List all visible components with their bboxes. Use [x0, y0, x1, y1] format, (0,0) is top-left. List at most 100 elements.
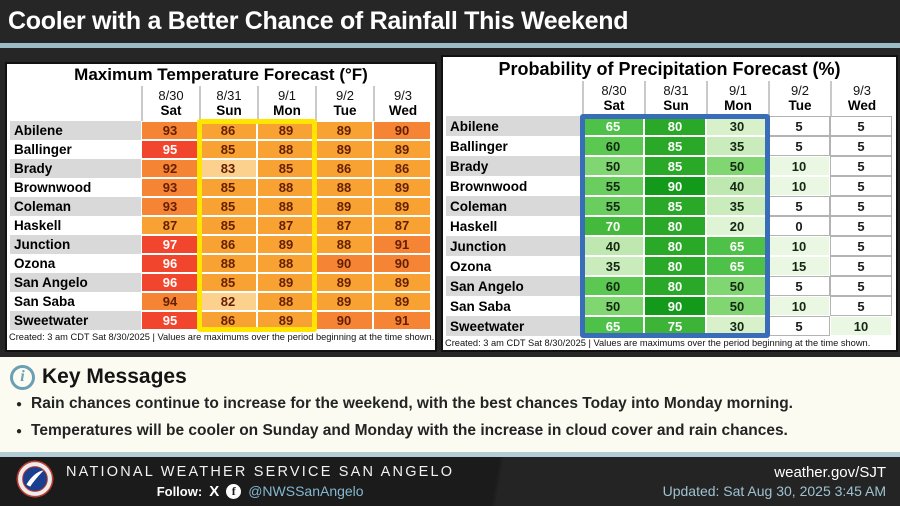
key-message-item: ● Rain chances continue to increase for … [16, 395, 890, 415]
row-label: Ozona [10, 254, 141, 273]
table-cell: 50 [706, 156, 768, 176]
header-day: Mon [724, 98, 752, 113]
key-messages-list: ● Rain chances continue to increase for … [16, 395, 890, 442]
row-label: Abilene [10, 121, 141, 140]
footer-left: NATIONAL WEATHER SERVICE SAN ANGELO Foll… [16, 460, 454, 503]
table-cell: 85 [257, 159, 315, 178]
key-message-item: ● Temperatures will be cooler on Sunday … [16, 422, 890, 442]
title-bar: Cooler with a Better Chance of Rainfall … [0, 0, 900, 43]
header-spacer [10, 86, 141, 121]
row-label: Brownwood [10, 178, 141, 197]
table-cell: 10 [768, 156, 830, 176]
table-cell: 55 [582, 176, 644, 196]
table-cell: 80 [644, 256, 706, 276]
x-twitter-icon: X [209, 482, 220, 500]
table-cell: 87 [141, 216, 199, 235]
row-label: San Saba [10, 292, 141, 311]
table-row: Junction 40 80 65 10 5 [446, 236, 896, 256]
row-label: Brady [446, 156, 582, 176]
table-cell: 85 [199, 273, 257, 292]
table-cell: 75 [644, 316, 706, 336]
table-cell: 96 [141, 273, 199, 292]
header-spacer [446, 81, 582, 116]
table-cell: 89 [315, 197, 373, 216]
table-cell: 88 [315, 235, 373, 254]
table-cell: 10 [768, 176, 830, 196]
table-cell: 89 [315, 292, 373, 311]
table-cell: 87 [257, 216, 315, 235]
table-cell: 35 [706, 136, 768, 156]
table-cell: 93 [141, 178, 199, 197]
table-cell: 83 [199, 159, 257, 178]
table-cell: 80 [644, 236, 706, 256]
table-cell: 93 [141, 121, 199, 140]
table-cell: 89 [257, 121, 315, 140]
row-label: Ballinger [10, 140, 141, 159]
table-cell: 70 [582, 216, 644, 236]
table-cell: 5 [830, 256, 892, 276]
table-cell: 91 [373, 235, 431, 254]
footer-bar: NATIONAL WEATHER SERVICE SAN ANGELO Foll… [0, 457, 900, 506]
social-handle: @NWSSanAngelo [248, 483, 364, 499]
table-cell: 5 [768, 136, 830, 156]
row-label: Brady [10, 159, 141, 178]
row-label: Brownwood [446, 176, 582, 196]
table-cell: 90 [644, 296, 706, 316]
table-row: Ballinger 60 85 35 5 5 [446, 136, 896, 156]
key-message-text: Temperatures will be cooler on Sunday an… [31, 422, 788, 439]
table-cell: 86 [199, 311, 257, 330]
header-date: 8/30 [601, 83, 627, 98]
table-cell: 65 [706, 256, 768, 276]
table-cell: 89 [257, 311, 315, 330]
forecast-tables-region: Maximum Temperature Forecast (°F) 8/30 Sa… [0, 48, 900, 357]
table-cell: 85 [644, 156, 706, 176]
table-cell: 5 [830, 196, 892, 216]
table-cell: 86 [199, 235, 257, 254]
table-cell: 88 [257, 140, 315, 159]
table-cell: 5 [768, 316, 830, 336]
header-date: 8/31 [663, 83, 689, 98]
header-day: Tue [333, 103, 357, 118]
bullet-icon: ● [16, 399, 23, 410]
header-day: Wed [388, 103, 418, 118]
pop-table-body: Abilene 65 80 30 5 5 Ballinger 60 85 35 5 5 Brady 50 8… [446, 116, 896, 336]
table-cell: 90 [373, 121, 431, 140]
table-cell: 55 [582, 196, 644, 216]
table-cell: 5 [830, 276, 892, 296]
table-cell: 87 [315, 216, 373, 235]
table-cell: 5 [768, 196, 830, 216]
table-cell: 85 [199, 197, 257, 216]
table-row: Coleman 93 85 88 89 89 [10, 197, 435, 216]
table-cell: 88 [257, 197, 315, 216]
temp-table-body: Abilene 93 86 89 89 90 Ballinger 95 85 88 89 89 Brad… [10, 121, 435, 330]
table-cell: 5 [830, 136, 892, 156]
table-cell: 82 [199, 292, 257, 311]
table-cell: 40 [706, 176, 768, 196]
pop-table-header: 8/30 Sat 8/31 Sun 9/1 Mon 9/2 Tue 9/3 Wed [446, 81, 896, 116]
org-name: NATIONAL WEATHER SERVICE SAN ANGELO [66, 463, 455, 480]
row-label: Haskell [446, 216, 582, 236]
table-cell: 88 [199, 254, 257, 273]
table-cell: 35 [582, 256, 644, 276]
table-row: Ozona 96 88 88 90 90 [10, 254, 435, 273]
column-header-mon: 9/1 Mon [257, 86, 315, 121]
table-cell: 96 [141, 254, 199, 273]
table-cell: 40 [582, 236, 644, 256]
row-label: Sweetwater [446, 316, 582, 336]
table-row: San Angelo 96 85 89 89 89 [10, 273, 435, 292]
table-cell: 90 [373, 254, 431, 273]
table-cell: 5 [830, 116, 892, 136]
table-cell: 50 [706, 276, 768, 296]
table-row: Brownwood 93 85 88 88 89 [10, 178, 435, 197]
column-header-wed: 9/3 Wed [830, 81, 892, 116]
info-icon: i [10, 364, 35, 390]
footer-divider [0, 452, 900, 457]
table-cell: 89 [373, 197, 431, 216]
page-title: Cooler with a Better Chance of Rainfall … [8, 7, 629, 35]
table-cell: 93 [141, 197, 199, 216]
header-day: Tue [788, 98, 812, 113]
row-label: Haskell [10, 216, 141, 235]
table-cell: 97 [141, 235, 199, 254]
table-cell: 86 [373, 159, 431, 178]
